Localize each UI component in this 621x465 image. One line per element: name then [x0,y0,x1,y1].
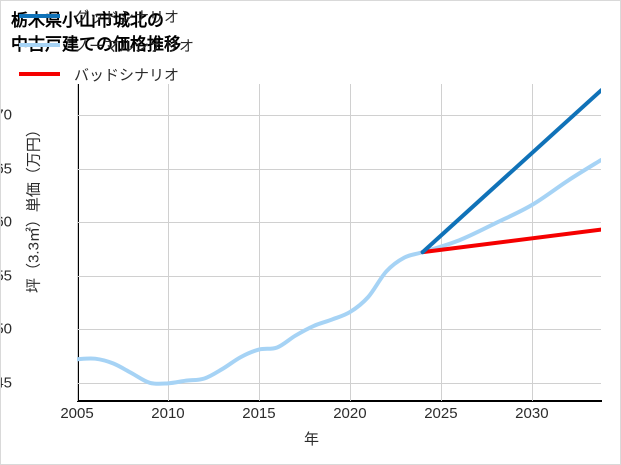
gridline-vertical [167,84,169,401]
y-tick-label: 45 [1,374,12,392]
y-tick-label: 55 [1,267,12,285]
plot-frame [77,84,601,401]
gridline-horizontal [77,222,601,224]
legend-swatch-normal [19,43,60,47]
gridline-vertical [258,84,260,401]
gridline-vertical [77,84,78,401]
legend-swatch-bad [19,72,60,76]
y-axis-spine [77,84,79,402]
y-tick-label: 70 [1,106,12,124]
legend-label: バッドシナリオ [74,66,180,84]
x-axis-spine [77,400,602,402]
x-tick-label: 2005 [60,405,94,422]
gridline-horizontal [77,329,601,331]
series-line-normal [77,158,601,386]
x-axis-title: 年 [303,431,319,448]
chart-legend: グッドシナリオ ノーマルシナリオ バッドシナリオ [19,7,195,84]
legend-item-bad[interactable]: バッドシナリオ [19,65,194,84]
gridline-horizontal [77,168,601,170]
y-tick-label: 65 [1,160,12,178]
gridline-vertical [531,84,533,401]
x-tick-label: 2020 [333,405,367,422]
x-tick-label: 2025 [424,405,458,422]
y-tick-label: 50 [1,320,12,338]
series-line-good [420,88,601,255]
legend-item-good[interactable]: グッドシナリオ [19,7,194,26]
series-lines [77,88,601,386]
legend-label: グッドシナリオ [74,8,180,26]
y-tick-label: 60 [1,213,12,231]
y-axis-title: 坪（3.3㎡）単価（万円） [25,122,43,293]
legend-swatch-good [19,14,60,18]
gridline-horizontal [77,275,601,277]
series-line-bad [420,227,601,255]
plot-area [77,84,601,401]
legend-label: ノーマルシナリオ [74,37,195,55]
gridline-horizontal [77,382,601,384]
gridline-vertical [440,84,442,401]
legend-item-normal[interactable]: ノーマルシナリオ [19,36,195,55]
gridline-horizontal [77,115,601,117]
x-tick-label: 2010 [151,405,185,422]
gridline-vertical [349,84,351,401]
x-tick-label: 2015 [242,405,276,422]
x-tick-label: 2030 [515,405,549,422]
